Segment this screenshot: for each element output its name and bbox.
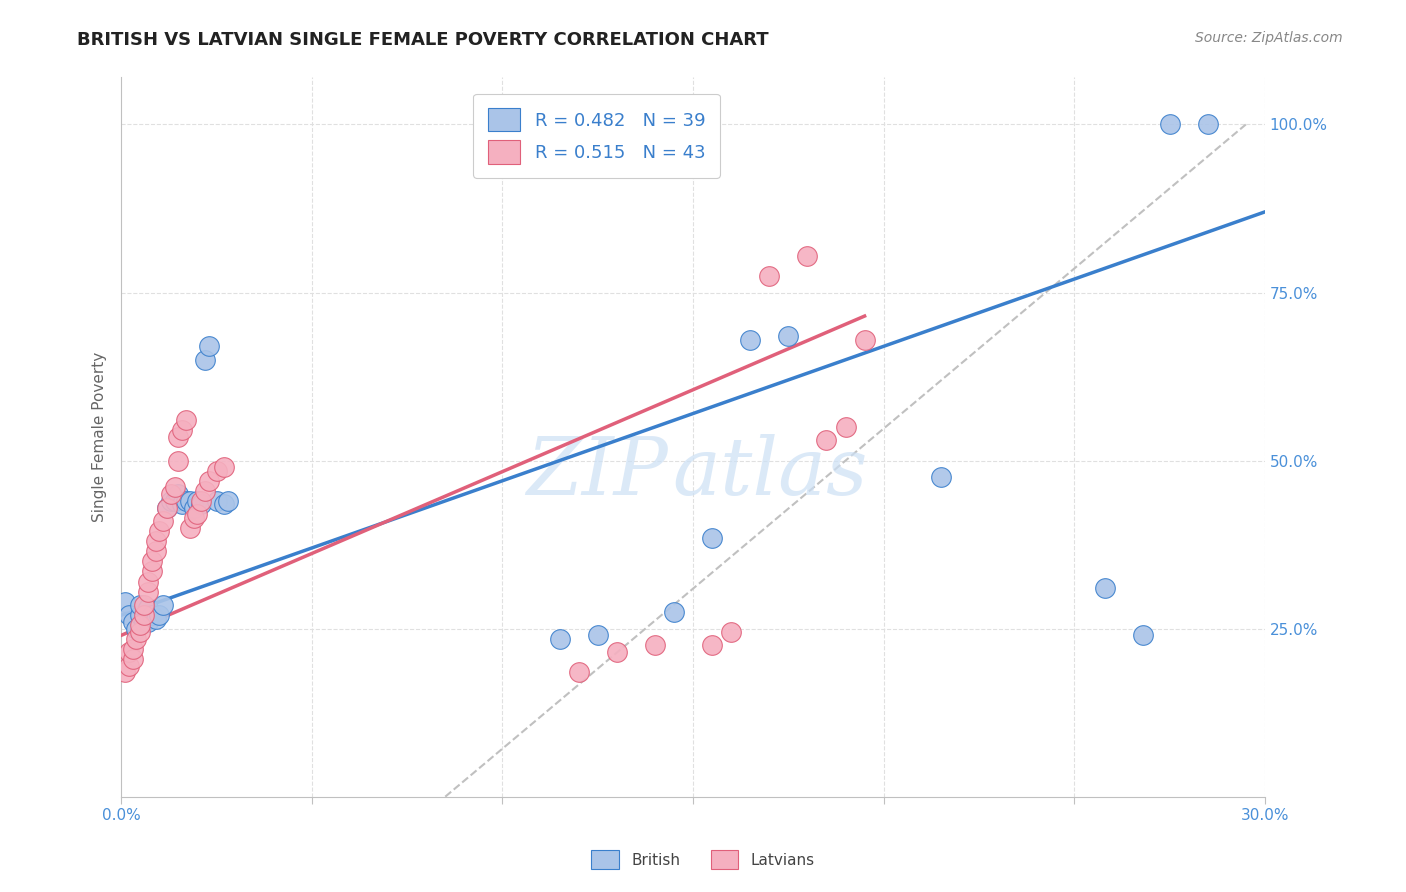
Point bbox=[190, 497, 212, 511]
Point bbox=[1159, 118, 1181, 132]
Point bbox=[1197, 118, 1219, 132]
Point bbox=[929, 470, 952, 484]
Point bbox=[152, 514, 174, 528]
Point bbox=[159, 494, 181, 508]
Point bbox=[172, 497, 194, 511]
Point bbox=[121, 615, 143, 629]
Point bbox=[132, 608, 155, 623]
Point bbox=[145, 544, 167, 558]
Point bbox=[159, 487, 181, 501]
Point bbox=[1094, 582, 1116, 596]
Point bbox=[758, 268, 780, 283]
Point bbox=[125, 622, 148, 636]
Point bbox=[194, 352, 217, 367]
Point bbox=[174, 494, 197, 508]
Point bbox=[167, 430, 190, 444]
Point bbox=[194, 483, 217, 498]
Point bbox=[114, 595, 136, 609]
Point bbox=[167, 453, 190, 467]
Point bbox=[217, 494, 239, 508]
Point bbox=[186, 508, 208, 522]
Point bbox=[644, 639, 666, 653]
Point bbox=[129, 618, 152, 632]
Point bbox=[662, 605, 685, 619]
Point bbox=[136, 601, 159, 615]
Point bbox=[163, 494, 186, 508]
Point bbox=[1132, 628, 1154, 642]
Point bbox=[121, 652, 143, 666]
Point bbox=[125, 632, 148, 646]
Text: BRITISH VS LATVIAN SINGLE FEMALE POVERTY CORRELATION CHART: BRITISH VS LATVIAN SINGLE FEMALE POVERTY… bbox=[77, 31, 769, 49]
Point bbox=[212, 460, 235, 475]
Point bbox=[132, 598, 155, 612]
Point bbox=[700, 639, 723, 653]
Point bbox=[853, 333, 876, 347]
Point bbox=[568, 665, 591, 680]
Point bbox=[136, 584, 159, 599]
Text: atlas: atlas bbox=[672, 434, 868, 512]
Point bbox=[148, 608, 170, 623]
Point bbox=[586, 628, 609, 642]
Point bbox=[141, 565, 163, 579]
Point bbox=[548, 632, 571, 646]
Point bbox=[778, 329, 800, 343]
Point bbox=[141, 608, 163, 623]
Point bbox=[145, 534, 167, 549]
Point bbox=[720, 625, 742, 640]
Point bbox=[132, 615, 155, 629]
Point bbox=[156, 500, 179, 515]
Point bbox=[740, 333, 762, 347]
Point bbox=[129, 608, 152, 623]
Legend: British, Latvians: British, Latvians bbox=[585, 844, 821, 875]
Point bbox=[700, 531, 723, 545]
Point bbox=[141, 554, 163, 568]
Point bbox=[190, 494, 212, 508]
Point bbox=[815, 434, 838, 448]
Point bbox=[163, 480, 186, 494]
Point bbox=[179, 494, 201, 508]
Point bbox=[183, 510, 205, 524]
Point bbox=[198, 339, 221, 353]
Point bbox=[136, 574, 159, 589]
Legend: R = 0.482   N = 39, R = 0.515   N = 43: R = 0.482 N = 39, R = 0.515 N = 43 bbox=[474, 94, 720, 178]
Point bbox=[114, 665, 136, 680]
Y-axis label: Single Female Poverty: Single Female Poverty bbox=[93, 352, 107, 522]
Point bbox=[136, 615, 159, 629]
Point bbox=[118, 658, 141, 673]
Point bbox=[152, 598, 174, 612]
Text: Source: ZipAtlas.com: Source: ZipAtlas.com bbox=[1195, 31, 1343, 45]
Text: ZIP: ZIP bbox=[526, 434, 668, 512]
Point bbox=[121, 641, 143, 656]
Point bbox=[167, 487, 190, 501]
Point bbox=[212, 497, 235, 511]
Point bbox=[129, 598, 152, 612]
Point bbox=[179, 521, 201, 535]
Point bbox=[205, 464, 228, 478]
Point bbox=[183, 500, 205, 515]
Point bbox=[129, 625, 152, 640]
Point bbox=[186, 494, 208, 508]
Point bbox=[118, 645, 141, 659]
Point bbox=[205, 494, 228, 508]
Point bbox=[118, 608, 141, 623]
Point bbox=[834, 420, 856, 434]
Point bbox=[172, 423, 194, 437]
Point bbox=[148, 524, 170, 538]
Point bbox=[145, 611, 167, 625]
Point bbox=[174, 413, 197, 427]
Point bbox=[796, 249, 818, 263]
Point bbox=[606, 645, 628, 659]
Point bbox=[198, 474, 221, 488]
Point bbox=[156, 500, 179, 515]
